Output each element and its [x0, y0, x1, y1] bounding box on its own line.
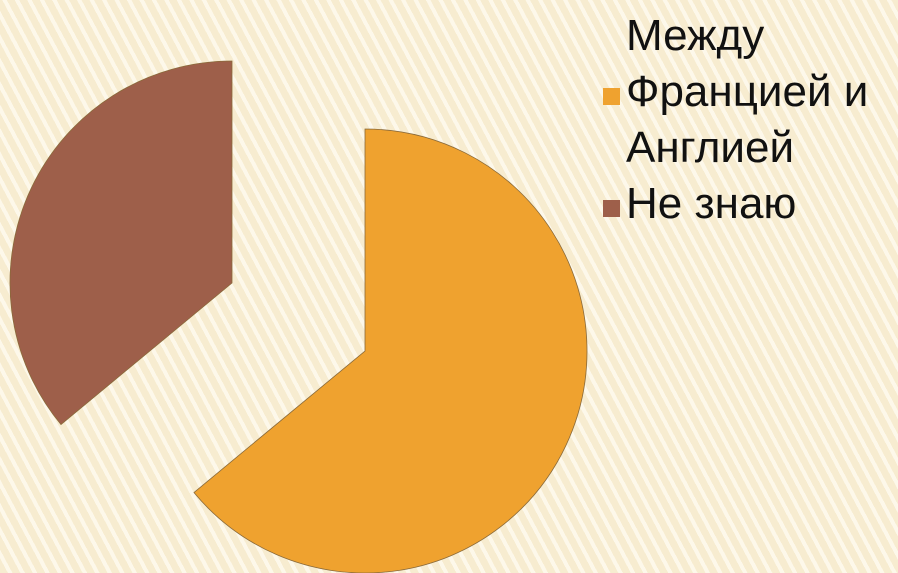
- legend: Между Францией и Англией Не знаю: [603, 8, 895, 232]
- legend-label: Между Францией и Англией: [626, 11, 869, 172]
- legend-item-between-france-and-england[interactable]: Между Францией и Англией: [603, 8, 895, 176]
- legend-label: Не знаю: [626, 179, 797, 228]
- pie-slice-dont-know[interactable]: [9, 60, 233, 426]
- legend-swatch-brown: [603, 200, 620, 217]
- legend-swatch-orange: [603, 88, 620, 105]
- pie-slice-between-france-and-england[interactable]: [193, 128, 588, 573]
- legend-item-dont-know[interactable]: Не знаю: [603, 176, 895, 232]
